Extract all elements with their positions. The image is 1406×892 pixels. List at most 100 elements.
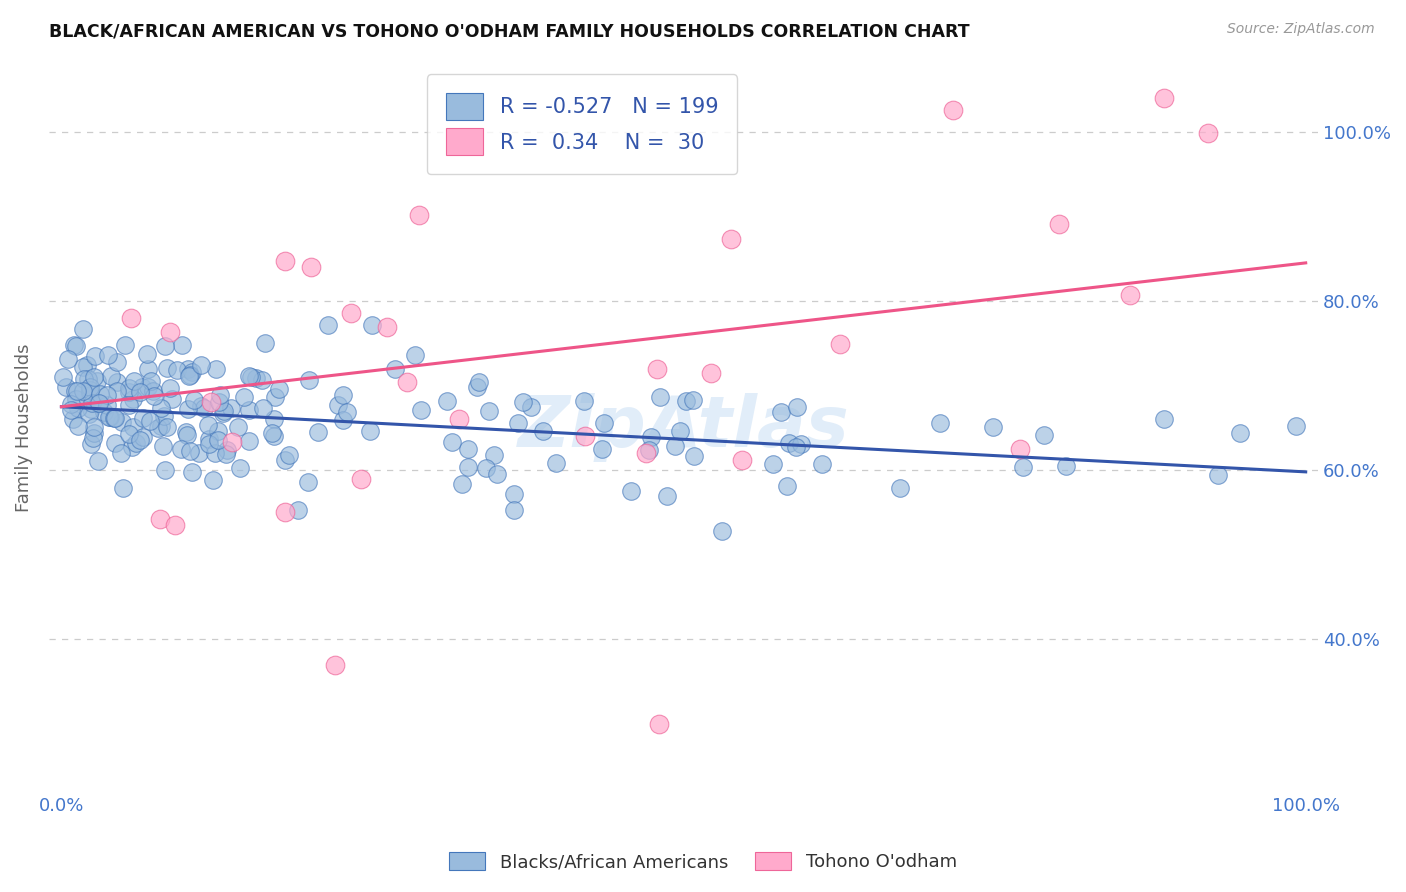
Point — [60, 397, 83, 411]
Point — [207, 425, 229, 439]
Legend: Blacks/African Americans, Tohono O'odham: Blacks/African Americans, Tohono O'odham — [441, 845, 965, 879]
Point — [190, 400, 212, 414]
Point — [326, 398, 349, 412]
Point — [468, 376, 491, 390]
Point — [264, 390, 287, 404]
Point — [96, 388, 118, 402]
Point — [574, 393, 596, 408]
Point — [323, 657, 346, 672]
Point — [664, 439, 686, 453]
Point — [683, 449, 706, 463]
Point — [177, 402, 200, 417]
Point — [457, 460, 479, 475]
Point — [503, 503, 526, 517]
Point — [711, 524, 734, 538]
Point — [122, 374, 145, 388]
Point — [80, 402, 103, 417]
Point — [307, 425, 329, 439]
Point — [105, 384, 128, 399]
Point — [215, 447, 238, 461]
Point — [830, 337, 852, 351]
Legend: R = -0.527   N = 199, R =  0.34    N =  30: R = -0.527 N = 199, R = 0.34 N = 30 — [427, 74, 737, 174]
Text: Source: ZipAtlas.com: Source: ZipAtlas.com — [1227, 22, 1375, 37]
Point — [60, 403, 83, 417]
Point — [159, 326, 181, 340]
Point — [129, 433, 152, 447]
Point — [720, 232, 742, 246]
Point — [150, 401, 173, 415]
Point — [197, 418, 219, 433]
Point — [174, 425, 197, 440]
Point — [451, 477, 474, 491]
Point — [83, 420, 105, 434]
Point — [76, 372, 98, 386]
Point — [160, 392, 183, 406]
Point — [65, 339, 87, 353]
Point — [200, 395, 222, 409]
Point — [375, 320, 398, 334]
Point — [640, 430, 662, 444]
Point — [441, 434, 464, 449]
Point — [574, 429, 596, 443]
Point — [226, 419, 249, 434]
Point — [73, 372, 96, 386]
Point — [273, 453, 295, 467]
Point — [1284, 418, 1306, 433]
Point — [546, 456, 568, 470]
Point — [269, 383, 291, 397]
Point — [512, 395, 534, 409]
Point — [98, 410, 121, 425]
Point — [221, 434, 243, 449]
Point — [152, 439, 174, 453]
Point — [87, 454, 110, 468]
Point — [475, 460, 498, 475]
Point — [131, 379, 153, 393]
Point — [159, 381, 181, 395]
Point — [648, 391, 671, 405]
Point — [76, 358, 98, 372]
Point — [180, 366, 202, 380]
Point — [153, 338, 176, 352]
Point — [1197, 126, 1219, 140]
Point — [647, 362, 669, 376]
Point — [506, 416, 529, 430]
Point — [778, 435, 800, 450]
Point — [65, 392, 87, 407]
Point — [208, 388, 231, 402]
Point — [675, 394, 697, 409]
Point — [229, 460, 252, 475]
Point — [65, 384, 87, 398]
Point — [208, 395, 231, 409]
Point — [72, 359, 94, 374]
Point — [79, 380, 101, 394]
Point — [104, 435, 127, 450]
Point — [179, 444, 201, 458]
Point — [811, 457, 834, 471]
Point — [700, 366, 723, 380]
Point — [172, 337, 194, 351]
Point — [204, 445, 226, 459]
Point — [82, 396, 104, 410]
Point — [217, 442, 239, 457]
Point — [117, 398, 139, 412]
Point — [769, 405, 792, 419]
Point — [274, 254, 297, 268]
Point — [503, 486, 526, 500]
Point — [121, 392, 143, 406]
Point — [136, 380, 159, 394]
Point — [942, 103, 965, 117]
Point — [1010, 442, 1032, 456]
Point — [262, 425, 284, 440]
Point — [682, 392, 704, 407]
Point — [179, 368, 201, 382]
Point — [638, 443, 661, 458]
Point — [240, 369, 263, 384]
Point — [350, 472, 373, 486]
Point — [110, 416, 132, 430]
Point — [104, 410, 127, 425]
Point — [96, 398, 118, 412]
Point — [83, 370, 105, 384]
Point — [188, 446, 211, 460]
Point — [238, 434, 260, 449]
Point — [731, 453, 754, 467]
